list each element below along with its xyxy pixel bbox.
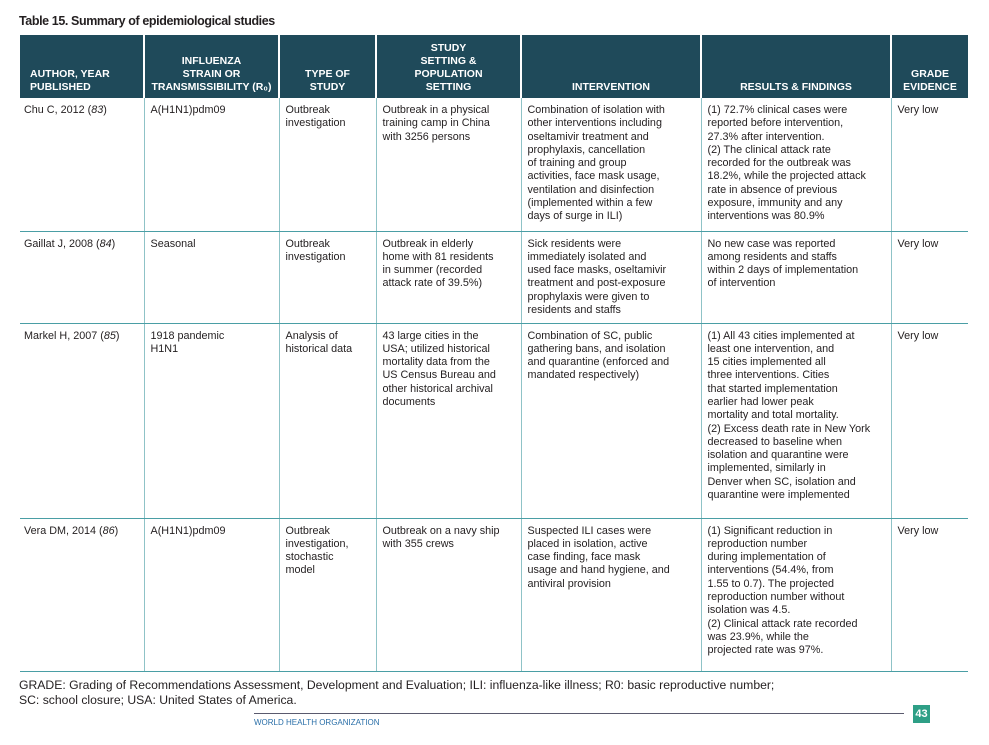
table-row: Markel H, 2007 85 1918 pandemic H1N1 Ana… — [20, 323, 968, 519]
header-strain: INFLUENZA STRAIN OR TRANSMISSIBILITY (R₀… — [143, 35, 279, 98]
cell-intervention: Combination of SC, public gathering bans… — [520, 323, 701, 519]
table-row: Vera DM, 2014 86 A(H1N1)pdm09 Outbreak i… — [20, 518, 968, 672]
table-title: Table 15. Summary of epidemiological stu… — [19, 14, 275, 28]
header-grade: GRADE EVIDENCE — [890, 35, 968, 98]
table-footnote: GRADE: Grading of Recommendations Assess… — [19, 678, 775, 707]
header-type: TYPE OF STUDY — [278, 35, 376, 98]
cell-intervention: Combination of isolation with other inte… — [520, 98, 701, 232]
cell-author: Gaillat J, 2008 84 — [20, 231, 144, 324]
cell-grade: Very low — [890, 323, 968, 519]
cell-author: Chu C, 2012 83 — [20, 98, 144, 232]
cell-results: (1) 72.7% clinical cases were reported b… — [700, 98, 891, 232]
cell-intervention: Suspected ILI cases were placed in isola… — [520, 518, 701, 672]
cell-setting: 43 large cities in the USA; utilized his… — [375, 323, 521, 519]
author: Chu C, 2012 — [24, 104, 88, 116]
reference: 83 — [88, 104, 107, 116]
table-row: Gaillat J, 2008 84 Seasonal Outbreak inv… — [20, 231, 968, 324]
cell-type: Analysis of historical data — [278, 323, 376, 519]
page-number: 43 — [913, 705, 930, 723]
cell-results: (1) All 43 cities implemented at least o… — [700, 323, 891, 519]
header-intervention: INTERVENTION — [520, 35, 701, 98]
reference: 85 — [100, 330, 119, 342]
author: Vera DM, 2014 — [24, 524, 100, 537]
cell-author: Markel H, 2007 85 — [20, 323, 144, 519]
header-setting: STUDY SETTING & POPULATION SETTING — [375, 35, 521, 98]
footer-divider — [254, 713, 904, 714]
cell-grade: Very low — [890, 231, 968, 324]
cell-type: Outbreak investigation — [278, 231, 376, 324]
header-author: AUTHOR, YEAR PUBLISHED — [20, 35, 144, 98]
cell-strain: A(H1N1)pdm09 — [143, 518, 279, 672]
cell-intervention: Sick residents were immediately isolated… — [520, 231, 701, 324]
cell-type: Outbreak investigation, stochastic model — [278, 518, 376, 672]
studies-table: AUTHOR, YEAR PUBLISHED INFLUENZA STRAIN … — [20, 35, 968, 672]
footer-organization: WORLD HEALTH ORGANIZATION — [254, 718, 380, 727]
cell-strain: 1918 pandemic H1N1 — [143, 323, 279, 519]
reference: 84 — [96, 238, 115, 250]
cell-results: No new case was reported among residents… — [700, 231, 891, 324]
author: Markel H, 2007 — [24, 329, 101, 342]
cell-setting: Outbreak in a physical training camp in … — [375, 98, 521, 232]
reference: 86 — [99, 525, 118, 537]
header-row: AUTHOR, YEAR PUBLISHED INFLUENZA STRAIN … — [20, 35, 968, 98]
cell-grade: Very low — [890, 518, 968, 672]
header-results: RESULTS & FINDINGS — [700, 35, 891, 98]
cell-setting: Outbreak in elderly home with 81 residen… — [375, 231, 521, 324]
author: Gaillat J, 2008 — [24, 237, 97, 250]
table-row: Chu C, 2012 83 A(H1N1)pdm09 Outbreak inv… — [20, 98, 968, 232]
cell-type: Outbreak investigation — [278, 98, 376, 232]
cell-strain: Seasonal — [143, 231, 279, 324]
cell-strain: A(H1N1)pdm09 — [143, 98, 279, 232]
cell-setting: Outbreak on a navy ship with 355 crews — [375, 518, 521, 672]
cell-grade: Very low — [890, 98, 968, 232]
cell-author: Vera DM, 2014 86 — [20, 518, 144, 672]
cell-results: (1) Significant reduction in reproductio… — [700, 518, 891, 672]
